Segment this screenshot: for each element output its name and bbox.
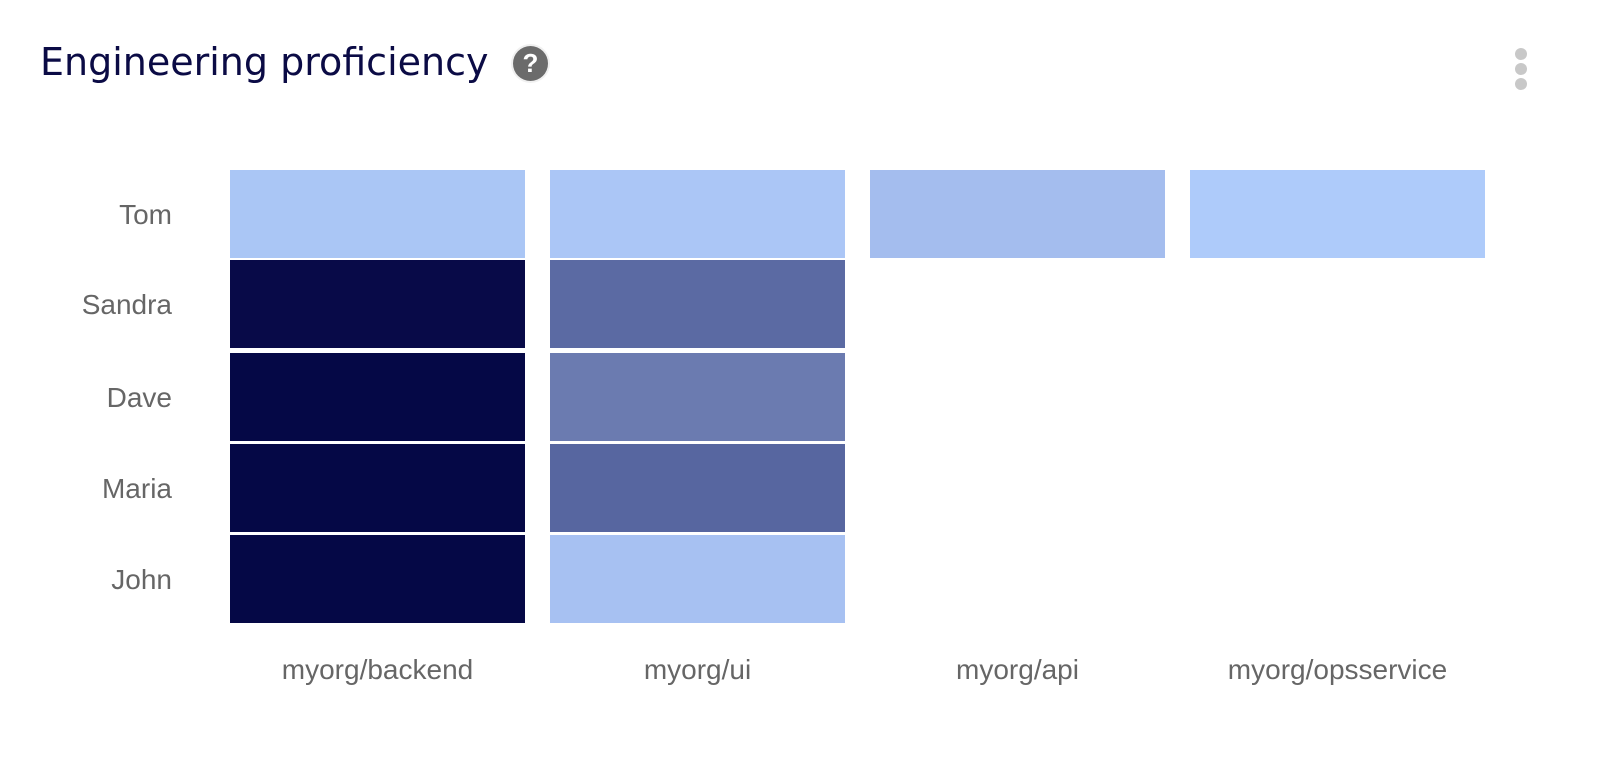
row-label: John: [111, 564, 172, 595]
heatmap-cell[interactable]: [550, 353, 845, 441]
column-label: myorg/opsservice: [1228, 654, 1447, 685]
heatmap-cell[interactable]: [230, 444, 525, 532]
heatmap-cell[interactable]: [230, 353, 525, 441]
more-vertical-icon[interactable]: [1512, 48, 1530, 90]
heatmap-cell[interactable]: [1190, 170, 1485, 258]
heatmap-cell[interactable]: [230, 260, 525, 348]
row-label: Maria: [102, 473, 172, 504]
heatmap-cell[interactable]: [230, 170, 525, 258]
heatmap-cell[interactable]: [870, 170, 1165, 258]
heatmap-cell[interactable]: [550, 170, 845, 258]
row-label: Dave: [107, 382, 172, 413]
row-label: Sandra: [82, 289, 173, 320]
heatmap-cell[interactable]: [550, 535, 845, 623]
heatmap-cell[interactable]: [230, 535, 525, 623]
row-label: Tom: [119, 199, 172, 230]
question-circle-icon[interactable]: ?: [513, 46, 548, 81]
column-label: myorg/ui: [644, 654, 751, 685]
chart-title: Engineering proficiency: [40, 40, 489, 84]
column-label: myorg/api: [956, 654, 1079, 685]
heatmap-cell[interactable]: [550, 444, 845, 532]
heatmap-cell[interactable]: [550, 260, 845, 348]
column-label: myorg/backend: [282, 654, 473, 685]
